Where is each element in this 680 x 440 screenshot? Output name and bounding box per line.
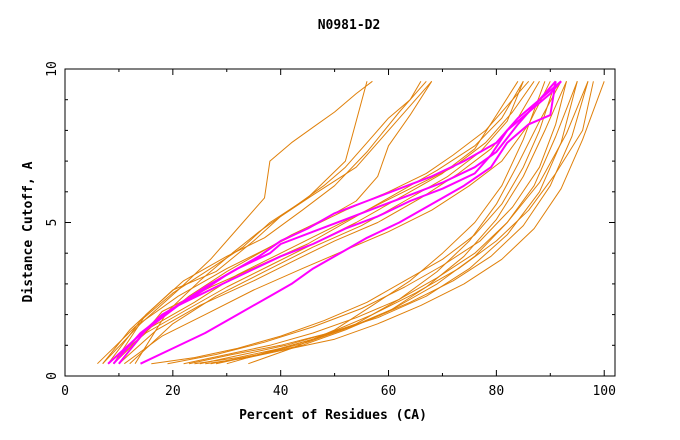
x-tick-label: 60	[381, 384, 397, 399]
series-line-model-11	[134, 81, 422, 364]
series-line-highlight-3	[118, 80, 562, 365]
series-line-model-01	[107, 81, 368, 365]
series-line-model-22	[215, 81, 567, 365]
series-line-model-12	[102, 80, 373, 365]
series-line-model-15	[167, 81, 567, 365]
series-line-model-24	[248, 81, 546, 365]
series-line-model-08	[107, 81, 519, 365]
series-line-model-18	[205, 81, 605, 365]
series-line-model-21	[188, 81, 578, 365]
y-axis-label: Distance Cutoff, A	[21, 161, 36, 302]
y-tick-label: 10	[45, 61, 60, 77]
series-line-model-16	[183, 81, 578, 365]
x-tick-label: 100	[592, 384, 615, 399]
ticks-layer: 0 20 40 60 80 100 0 5 10	[45, 61, 616, 399]
series-line-model-14	[151, 81, 557, 365]
y-tick-label: 0	[45, 372, 60, 380]
series-line-highlight-2	[112, 80, 557, 365]
series-line-model-19	[210, 81, 589, 365]
x-axis-label: Percent of Residues (CA)	[239, 408, 427, 423]
series-layer	[97, 80, 605, 365]
series-line-model-09	[129, 81, 524, 365]
y-tick-label: 5	[45, 219, 60, 227]
series-line-model-04	[97, 80, 530, 365]
x-tick-label: 80	[489, 384, 505, 399]
series-line-model-05	[118, 81, 540, 365]
series-line-model-06	[124, 81, 551, 365]
series-line-model-07	[113, 81, 535, 365]
series-line-model-20	[199, 81, 594, 365]
series-line-model-03	[102, 80, 433, 365]
series-line-highlight-4	[140, 81, 557, 365]
x-tick-label: 0	[61, 384, 69, 399]
x-tick-label: 20	[165, 384, 181, 399]
x-tick-label: 40	[273, 384, 289, 399]
chart-title: N0981-D2	[318, 18, 381, 33]
series-line-model-23	[226, 81, 562, 365]
